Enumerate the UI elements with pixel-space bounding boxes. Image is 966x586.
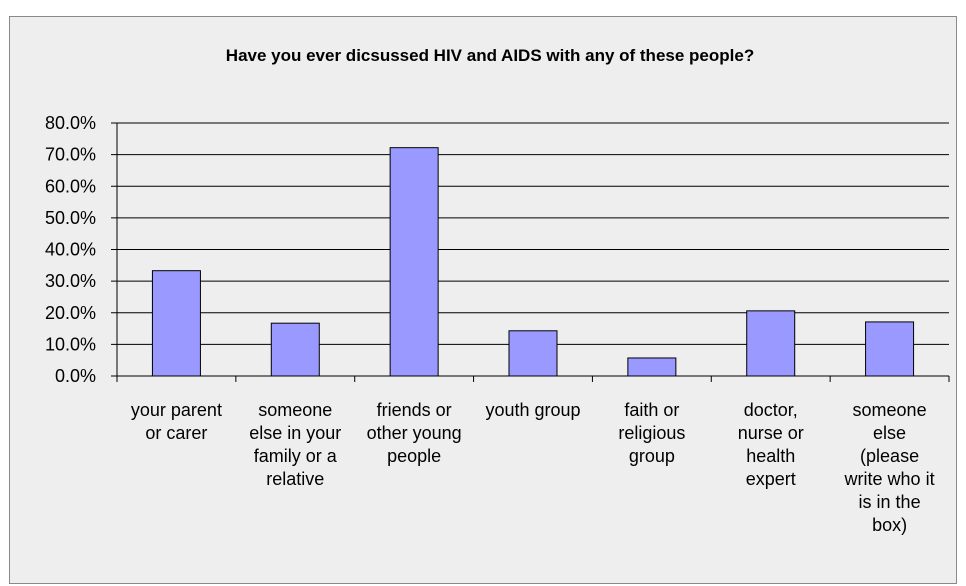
x-tick-label: friends or other young people bbox=[367, 400, 462, 466]
y-tick-label: 0.0% bbox=[55, 366, 96, 386]
axes bbox=[116, 123, 950, 382]
y-axis-ticks: 0.0% 10.0% 20.0% 30.0% 40.0% 50.0% 60.0% 70.0% 8… bbox=[45, 113, 117, 386]
bar bbox=[151, 270, 201, 377]
x-tick-label: someone else in your family or a relative bbox=[249, 400, 341, 489]
y-tick-label: 10.0% bbox=[45, 334, 96, 354]
chart-title: Have you ever dicsussed HIV and AIDS wit… bbox=[226, 46, 754, 65]
bars bbox=[151, 147, 915, 377]
bar-chart: Have you ever dicsussed HIV and AIDS wit… bbox=[45, 46, 950, 535]
bar bbox=[389, 147, 439, 377]
bar bbox=[508, 330, 558, 377]
x-tick-label: youth group bbox=[485, 400, 580, 420]
bar bbox=[270, 322, 320, 377]
x-tick-label: your parent or carer bbox=[131, 400, 222, 443]
bar bbox=[627, 357, 677, 377]
x-tick-label: doctor, nurse or health expert bbox=[738, 400, 804, 489]
bar bbox=[865, 321, 915, 377]
y-tick-label: 70.0% bbox=[45, 145, 96, 165]
gridlines bbox=[117, 122, 949, 345]
y-tick-label: 50.0% bbox=[45, 208, 96, 228]
x-tick-label: faith or religious group bbox=[618, 400, 685, 466]
y-tick-label: 40.0% bbox=[45, 240, 96, 260]
y-tick-label: 20.0% bbox=[45, 303, 96, 323]
y-tick-label: 80.0% bbox=[45, 113, 96, 133]
chart-frame: Have you ever dicsussed HIV and AIDS wit… bbox=[9, 16, 957, 584]
y-tick-label: 30.0% bbox=[45, 271, 96, 291]
x-tick-label: someone else (please write who it is in the b… bbox=[844, 400, 935, 535]
bar bbox=[746, 310, 796, 377]
x-axis-labels: your parent or carer someone else in your fa… bbox=[131, 400, 935, 535]
y-tick-label: 60.0% bbox=[45, 176, 96, 196]
